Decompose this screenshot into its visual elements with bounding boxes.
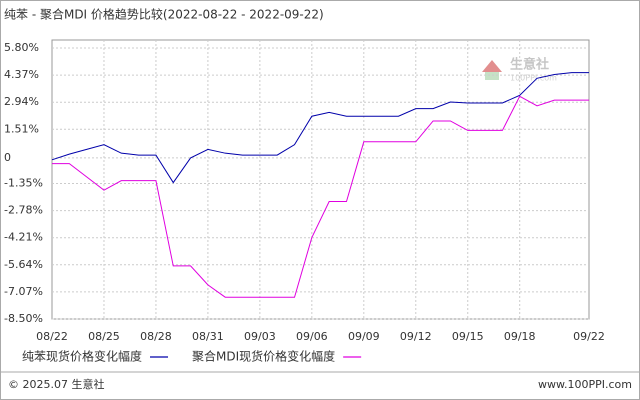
x-tick-label: 09/22 <box>573 330 605 343</box>
x-tick-label: 08/28 <box>140 330 172 343</box>
x-tick-label: 09/18 <box>504 330 536 343</box>
footer-right: www.100PPI.com <box>538 378 632 391</box>
x-tick-label: 08/22 <box>36 330 68 343</box>
series-line <box>52 95 589 298</box>
watermark-text: 生意社 <box>510 57 549 73</box>
y-tick-label: 2.94% <box>4 95 39 108</box>
y-tick-label: -8.50% <box>4 312 43 325</box>
chart-title: 纯苯 - 聚合MDI 价格趋势比较(2022-08-22 - 2022-09-2… <box>4 7 324 22</box>
y-tick-label: 5.80% <box>4 41 39 54</box>
y-tick-label: 0 <box>4 151 11 164</box>
y-tick-label: -4.21% <box>4 231 43 244</box>
legend-label: 聚合MDI现货价格变化幅度 <box>192 349 335 364</box>
x-tick-label: 09/09 <box>348 330 380 343</box>
y-tick-label: -1.35% <box>4 177 43 190</box>
watermark-sub: 100PPI.com <box>510 74 557 83</box>
y-tick-label: 4.37% <box>4 68 39 81</box>
y-tick-label: -2.78% <box>4 204 43 217</box>
y-tick-label: 1.51% <box>4 122 39 135</box>
series-line <box>51 72 589 184</box>
y-tick-label: -5.64% <box>4 258 43 271</box>
footer-left: © 2025.07 生意社 <box>8 377 104 391</box>
y-tick-label: -7.07% <box>4 285 43 298</box>
x-tick-label: 09/15 <box>452 330 484 343</box>
x-tick-label: 08/25 <box>88 330 120 343</box>
x-tick-label: 09/12 <box>400 330 432 343</box>
legend-label: 纯苯现货价格变化幅度 <box>22 349 142 364</box>
x-tick-label: 09/03 <box>244 330 276 343</box>
x-tick-label: 09/06 <box>296 330 328 343</box>
x-tick-label: 08/31 <box>192 330 224 343</box>
